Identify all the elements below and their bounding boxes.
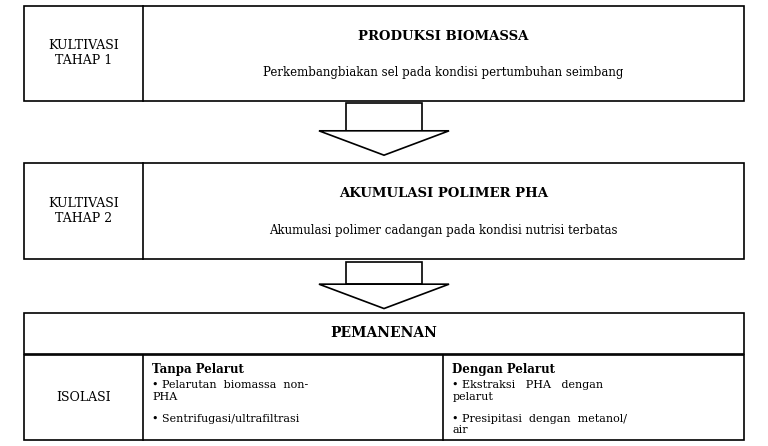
Text: • Sentrifugasi/ultrafiltrasi: • Sentrifugasi/ultrafiltrasi <box>152 413 300 424</box>
Text: KULTIVASI
TAHAP 2: KULTIVASI TAHAP 2 <box>48 197 119 225</box>
Text: Dengan Pelarut: Dengan Pelarut <box>452 363 555 376</box>
Bar <box>346 103 422 131</box>
Text: PRODUKSI BIOMASSA: PRODUKSI BIOMASSA <box>358 30 528 43</box>
Text: ISOLASI: ISOLASI <box>56 391 111 404</box>
Text: • Presipitasi  dengan  metanol/
air: • Presipitasi dengan metanol/ air <box>452 413 627 435</box>
Text: AKUMULASI POLIMER PHA: AKUMULASI POLIMER PHA <box>339 187 548 200</box>
Bar <box>346 356 422 370</box>
Bar <box>25 6 743 101</box>
Bar <box>346 261 422 284</box>
Polygon shape <box>319 131 449 155</box>
Text: Perkembangbiakan sel pada kondisi pertumbuhan seimbang: Perkembangbiakan sel pada kondisi pertum… <box>263 66 624 79</box>
Text: KULTIVASI
TAHAP 1: KULTIVASI TAHAP 1 <box>48 39 119 67</box>
Bar <box>25 313 743 354</box>
Polygon shape <box>319 284 449 309</box>
Polygon shape <box>319 370 449 395</box>
Text: • Ekstraksi   PHA   dengan
pelarut: • Ekstraksi PHA dengan pelarut <box>452 380 604 402</box>
Text: Akumulasi polimer cadangan pada kondisi nutrisi terbatas: Akumulasi polimer cadangan pada kondisi … <box>269 224 617 237</box>
Bar <box>25 355 743 440</box>
Text: PEMANENAN: PEMANENAN <box>330 326 438 340</box>
Bar <box>25 163 743 259</box>
Text: • Pelarutan  biomassa  non-
PHA: • Pelarutan biomassa non- PHA <box>152 380 309 402</box>
Text: Tanpa Pelarut: Tanpa Pelarut <box>152 363 244 376</box>
